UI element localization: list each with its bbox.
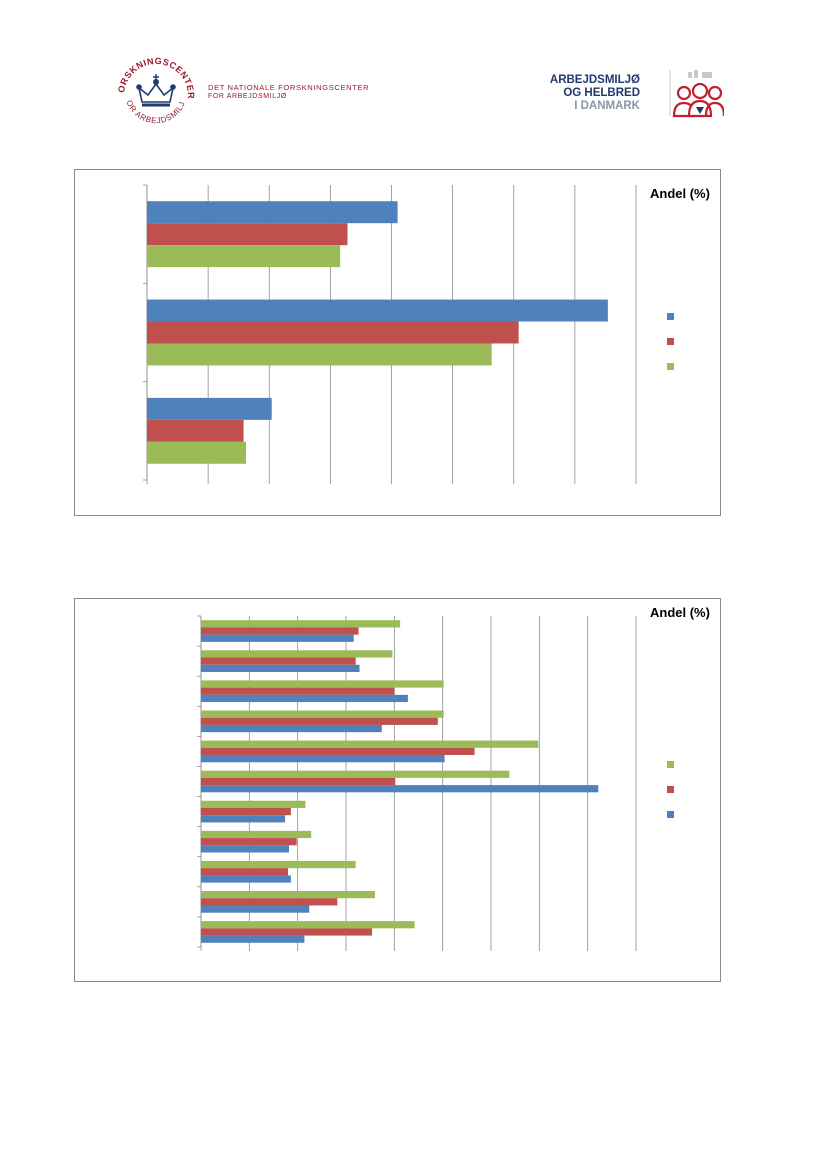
chart-2-bar	[201, 657, 356, 665]
chart-2-bar	[201, 845, 289, 853]
chart-2-bar	[201, 807, 291, 816]
crown-icon	[136, 74, 176, 107]
chart-2-bar	[201, 710, 444, 718]
chart-2-bar	[201, 830, 312, 839]
chart-2-bar	[201, 680, 444, 688]
chart-2-legend-swatch	[667, 811, 674, 818]
chart-1-bar	[147, 343, 492, 366]
chart-2-bar	[201, 650, 393, 658]
chart-1-bar	[147, 419, 244, 442]
left-logo: FORSKNINGSCENTER FOR ARBEJDSMILJØ DET NA…	[112, 52, 372, 132]
chart-2: Andel (%)	[74, 598, 721, 982]
chart-2-bar	[201, 755, 445, 763]
chart-2-bar	[201, 634, 354, 642]
chart-1-bar	[147, 223, 348, 246]
chart-1: Andel (%)	[74, 169, 721, 516]
chart-2-legend-swatch	[667, 786, 674, 793]
chart-2-legend-swatch	[667, 761, 674, 768]
logo-line3: I DANMARK	[574, 100, 640, 112]
chart-1-legend-swatch	[667, 313, 674, 320]
chart-2-bar	[201, 687, 395, 695]
chart-1-bar	[147, 299, 608, 322]
chart-2-bar	[201, 928, 373, 936]
chart-2-bar	[201, 785, 599, 793]
chart-2-bar	[201, 664, 360, 672]
chart-2-bar	[201, 770, 510, 778]
chart-2-bar	[201, 747, 475, 756]
chart-2-bar	[201, 905, 310, 913]
chart-2-bar	[201, 838, 297, 846]
chart-1-bar	[147, 441, 247, 464]
chart-2-bar	[201, 620, 401, 628]
chart-1-legend-swatch	[667, 363, 674, 370]
chart-2-bar	[201, 717, 438, 725]
logo-line2: OG HELBRED	[563, 87, 640, 99]
chart-1-bar	[147, 397, 272, 420]
chart-2-bar	[201, 868, 288, 876]
chart-1-plot	[143, 184, 674, 484]
chart-2-bar	[201, 875, 291, 883]
chart-2-bar	[201, 740, 539, 748]
chart-2-bar	[201, 921, 415, 929]
chart-2-title: Andel (%)	[650, 605, 710, 620]
chart-2-bar	[201, 800, 306, 808]
chart-2-bar	[201, 935, 305, 943]
chart-1-legend-swatch	[667, 338, 674, 345]
chart-1-title: Andel (%)	[650, 186, 710, 201]
chart-2-plot	[197, 615, 674, 951]
chart-2-bar	[201, 777, 396, 786]
people-icon	[669, 70, 724, 118]
chart-2-bar	[201, 898, 338, 906]
seal-icon: FORSKNINGSCENTER FOR ARBEJDSMILJØ	[112, 52, 195, 125]
chart-2-bar	[201, 694, 408, 703]
chart-1-bar	[147, 245, 341, 268]
chart-1-bar	[147, 321, 519, 344]
chart-2-bar	[201, 815, 286, 823]
org-title-line1: DET NATIONALE FORSKNINGSCENTER	[208, 83, 370, 92]
chart-2-bar	[201, 860, 356, 869]
chart-2-bar	[201, 627, 359, 635]
chart-1-bar	[147, 201, 398, 224]
logo-line1: ARBEJDSMILJØ	[549, 74, 640, 86]
org-title-line2: FOR ARBEJDSMILJØ	[208, 93, 287, 100]
right-logo: ARBEJDSMILJØ OG HELBRED I DANMARK	[544, 68, 724, 120]
chart-2-bar	[201, 891, 375, 899]
chart-2-bar	[201, 724, 382, 733]
